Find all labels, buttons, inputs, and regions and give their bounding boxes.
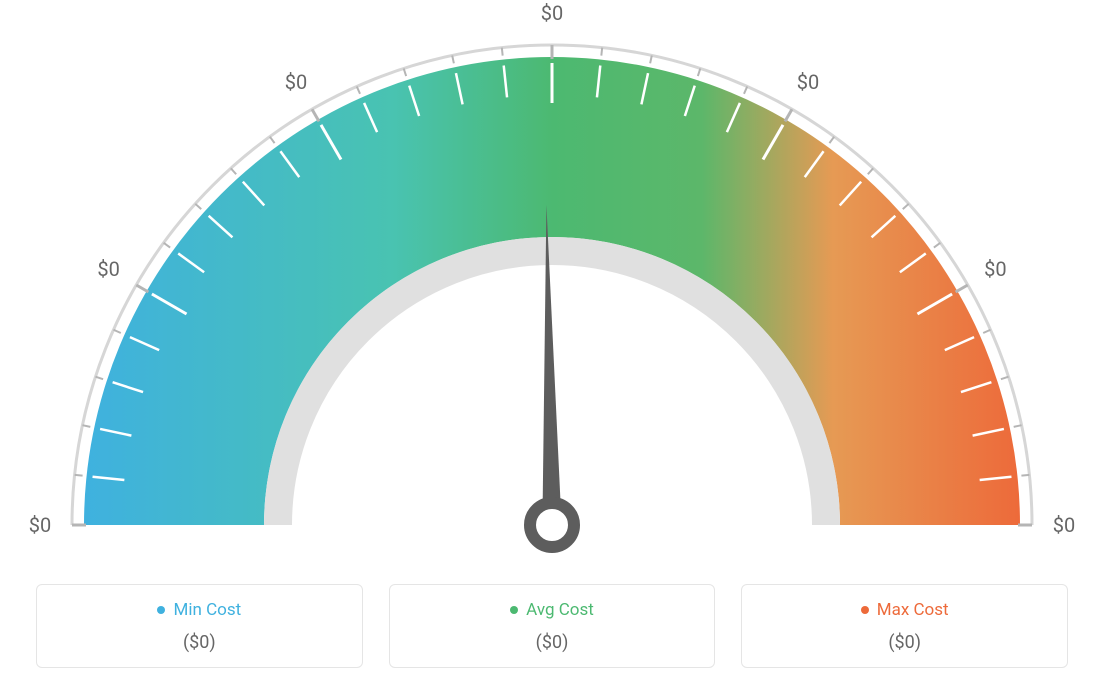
tick-label: $0 <box>797 70 819 94</box>
legend-dot-avg <box>510 606 518 614</box>
legend-value-max: ($0) <box>752 632 1057 653</box>
legend-card-min: Min Cost ($0) <box>36 584 363 668</box>
legend-value-min: ($0) <box>47 632 352 653</box>
tick-label: $0 <box>29 513 51 537</box>
legend-title-max: Max Cost <box>861 600 949 620</box>
legend-value-avg: ($0) <box>400 632 705 653</box>
legend-row: Min Cost ($0) Avg Cost ($0) Max Cost ($0… <box>36 584 1068 668</box>
legend-label-avg: Avg Cost <box>526 600 594 620</box>
cost-gauge-container: $0 $0 $0 $0 $0 $0 $0 Min Cost ($0) Avg Cost ($… <box>0 0 1104 690</box>
legend-dot-min <box>157 606 165 614</box>
tick-label: $0 <box>984 257 1006 281</box>
gauge-svg <box>0 0 1104 575</box>
legend-dot-max <box>861 606 869 614</box>
legend-card-max: Max Cost ($0) <box>741 584 1068 668</box>
tick-label: $0 <box>541 1 563 25</box>
tick-label: $0 <box>97 257 119 281</box>
legend-title-avg: Avg Cost <box>510 600 594 620</box>
legend-card-avg: Avg Cost ($0) <box>389 584 716 668</box>
legend-label-min: Min Cost <box>173 600 241 620</box>
gauge-area: $0 $0 $0 $0 $0 $0 $0 <box>0 0 1104 575</box>
legend-label-max: Max Cost <box>877 600 949 620</box>
legend-title-min: Min Cost <box>157 600 241 620</box>
tick-label: $0 <box>285 70 307 94</box>
tick-label: $0 <box>1053 513 1075 537</box>
